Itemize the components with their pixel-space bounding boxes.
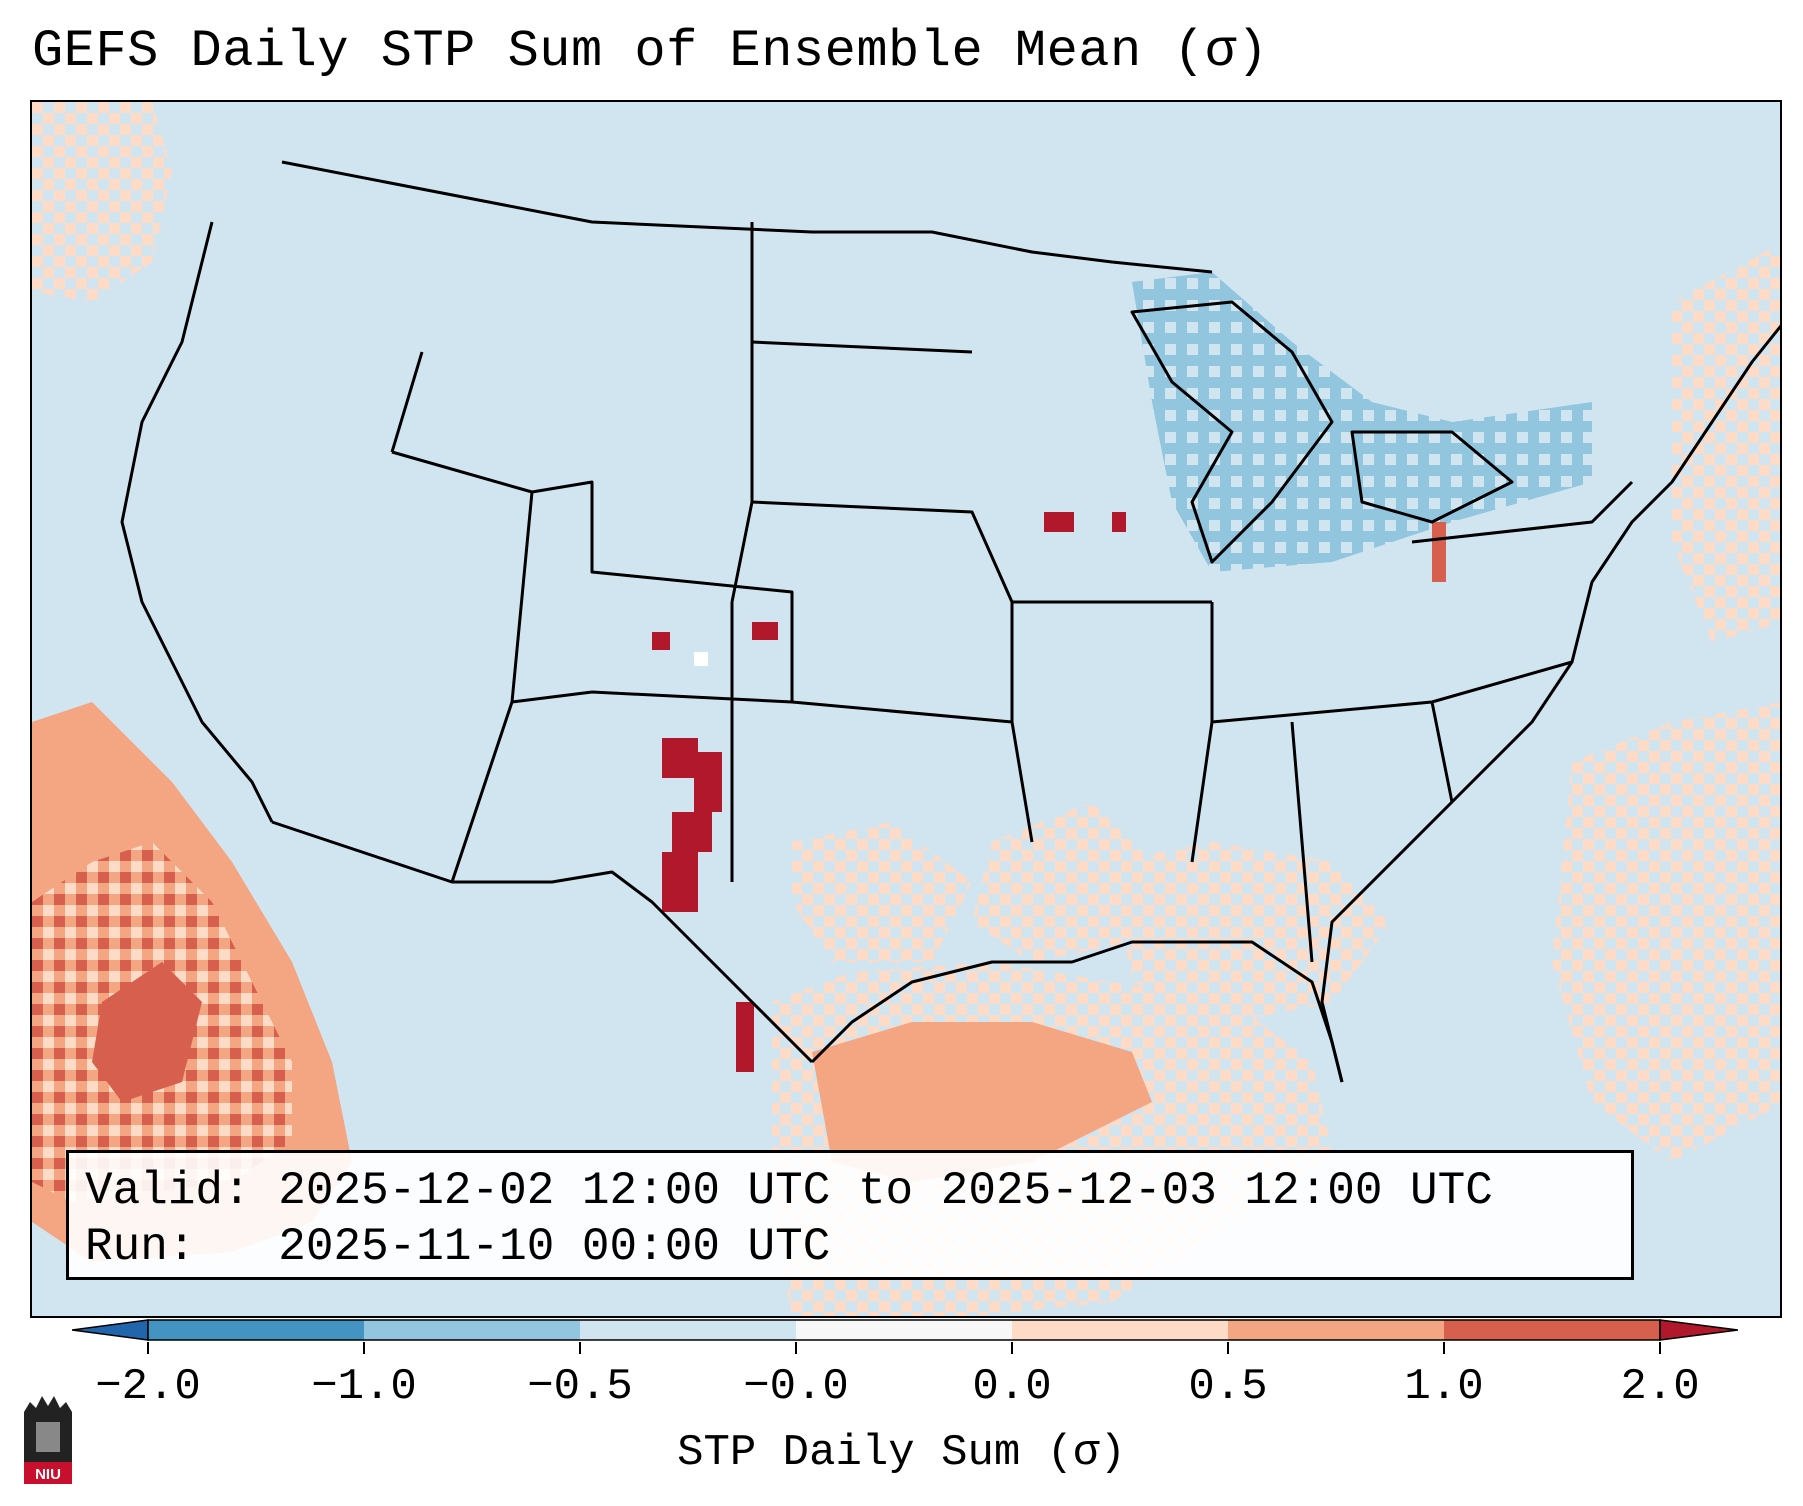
tick-label: −0.5 xyxy=(527,1362,633,1412)
field-pacific-peak xyxy=(92,962,202,1102)
tick-label: −0.0 xyxy=(743,1362,849,1412)
colorbar-label: STP Daily Sum (σ) xyxy=(677,1428,1126,1478)
tick-label: −1.0 xyxy=(311,1362,417,1412)
tick-label: −2.0 xyxy=(95,1362,201,1412)
valid-value: 2025-12-02 12:00 UTC to 2025-12-03 12:00… xyxy=(278,1165,1493,1217)
colorbar-bin-5 xyxy=(1012,1320,1228,1340)
tick-label: 2.0 xyxy=(1620,1362,1700,1412)
state-lines-east xyxy=(1190,480,1634,963)
state-lines-central xyxy=(730,222,1212,843)
logo-text: NIU xyxy=(35,1466,61,1483)
logo-window-icon xyxy=(36,1422,60,1452)
field-ne-atlantic xyxy=(1672,244,1780,642)
valid-row: Valid: 2025-12-02 12:00 UTC to 2025-12-0… xyxy=(85,1163,1615,1219)
colorbar-bin-6 xyxy=(1228,1320,1444,1340)
field-pacific-nw xyxy=(32,102,172,302)
colorbar-bin-4 xyxy=(796,1320,1012,1340)
field-great-lakes xyxy=(1132,272,1592,572)
state-lines-west xyxy=(390,351,794,883)
field-nm-peak-3 xyxy=(672,812,712,852)
east-coast xyxy=(1320,324,1780,1083)
field-tx-peak xyxy=(736,1002,754,1072)
valid-label: Valid: xyxy=(85,1165,251,1217)
colorbar-bin-2 xyxy=(364,1320,580,1340)
run-label: Run: xyxy=(85,1221,196,1273)
field-gulf-core xyxy=(812,1022,1152,1182)
map-panel xyxy=(30,100,1782,1318)
field-nm-peak-1 xyxy=(662,738,698,778)
tick-label: 0.0 xyxy=(972,1362,1052,1412)
field-il-peak xyxy=(1112,512,1126,532)
west-coast xyxy=(120,221,274,823)
map-borders xyxy=(120,160,1780,1083)
field-pa-peak xyxy=(1432,522,1446,582)
chart-title: GEFS Daily STP Sum of Ensemble Mean (σ) xyxy=(32,22,1269,81)
run-value: 2025-11-10 00:00 UTC xyxy=(278,1221,831,1273)
colorbar xyxy=(72,1319,1738,1341)
colorbar-outline xyxy=(147,1319,1661,1341)
colorbar-extend-low xyxy=(72,1319,149,1341)
colorbar-extend-high xyxy=(1659,1319,1738,1341)
stp-map xyxy=(32,102,1780,1316)
colorbar-ticks xyxy=(147,1342,1661,1354)
field-nm-peak-4 xyxy=(662,852,698,912)
niu-logo: NIU xyxy=(24,1396,72,1484)
tick-label: 1.0 xyxy=(1404,1362,1484,1412)
tick-label: 0.5 xyxy=(1188,1362,1268,1412)
field-co-peak-1 xyxy=(652,632,670,650)
field-co-white xyxy=(694,652,708,666)
field-lower-miss xyxy=(972,802,1152,962)
gulf-coast xyxy=(810,940,1344,1083)
field-ia-peak xyxy=(1044,512,1074,532)
field-atlantic xyxy=(1552,702,1780,1162)
colorbar-bin-7 xyxy=(1444,1320,1660,1340)
logo-banner xyxy=(24,1462,72,1484)
us-canada-border xyxy=(281,160,1213,274)
field-co-peak-2 xyxy=(752,622,778,640)
field-southeast xyxy=(1112,842,1392,1022)
valid-run-box: Valid: 2025-12-02 12:00 UTC to 2025-12-0… xyxy=(66,1150,1634,1280)
stp-field xyxy=(32,102,1780,1316)
colorbar-bin-3 xyxy=(580,1320,796,1340)
field-nm-peak-2 xyxy=(694,752,722,812)
run-row: Run: 2025-11-10 00:00 UTC xyxy=(85,1219,1615,1275)
colorbar-bin-1 xyxy=(148,1320,364,1340)
great-lakes-shores xyxy=(1130,300,1514,564)
field-south-tx xyxy=(792,822,972,962)
mexico-border xyxy=(271,820,814,1064)
